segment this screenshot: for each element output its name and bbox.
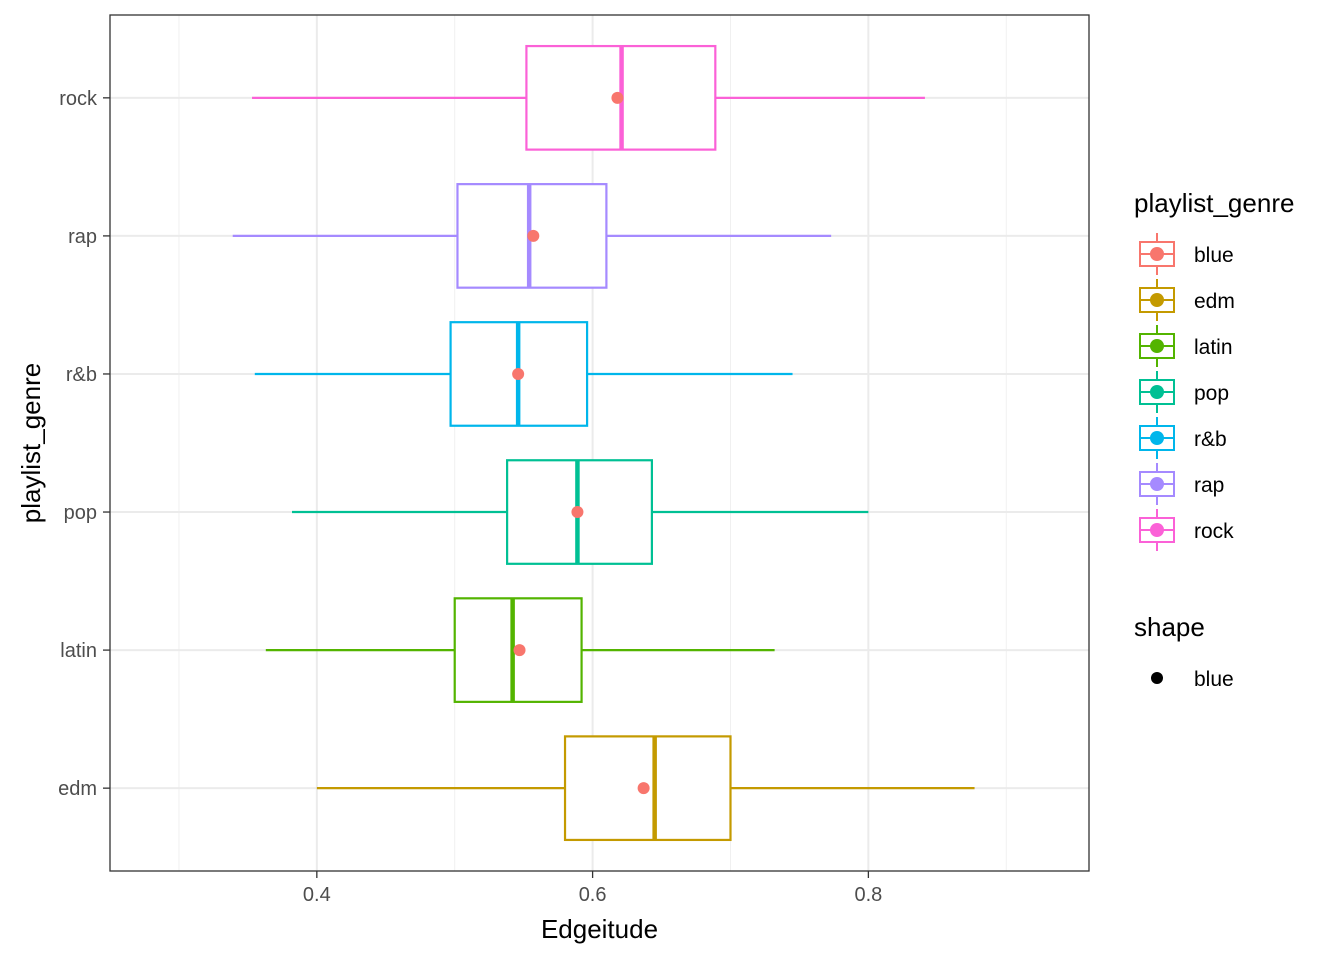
x-tick-label: 0.8	[854, 884, 882, 906]
y-tick-label: rap	[68, 226, 97, 248]
legend-title-genre: playlist_genre	[1134, 188, 1294, 218]
legend-key-blue: blue	[1139, 233, 1234, 275]
mean-point	[512, 367, 525, 380]
x-tick-label: 0.4	[303, 884, 331, 906]
mean-point	[571, 506, 584, 519]
legend-label: edm	[1194, 290, 1235, 313]
mean-point	[527, 229, 540, 242]
y-tick-label: edm	[58, 778, 97, 800]
legend-shape-blue: blue	[1151, 668, 1234, 691]
box-pop	[292, 459, 869, 565]
box-rock	[252, 44, 925, 151]
panel-border	[109, 14, 1090, 872]
legend-title-shape: shape	[1134, 612, 1205, 642]
mean-point	[611, 91, 624, 104]
x-tick-label: 0.6	[579, 884, 607, 906]
x-axis-title: Edgeitude	[541, 914, 658, 944]
legend-key-point	[1150, 339, 1164, 353]
legend-key-pop: pop	[1139, 371, 1229, 413]
legend-key-point	[1150, 523, 1164, 537]
legend-key-rock: rock	[1139, 509, 1234, 551]
legend-label: blue	[1194, 244, 1234, 267]
box-rap	[232, 183, 832, 289]
box-r-b	[254, 321, 793, 427]
legend-key-point	[1150, 247, 1164, 261]
legend-key-latin: latin	[1139, 325, 1233, 367]
legend-key-rap: rap	[1139, 463, 1224, 505]
y-tick-label: r&b	[66, 364, 97, 386]
box-edm	[316, 735, 975, 842]
legend-key-point	[1150, 293, 1164, 307]
legend-key-r-b: r&b	[1139, 417, 1227, 459]
box-series	[232, 44, 975, 842]
legend-key-point	[1150, 477, 1164, 491]
box-latin	[265, 597, 775, 703]
legend-key-edm: edm	[1139, 279, 1235, 321]
legend-shape-point	[1151, 672, 1163, 684]
legend-label: pop	[1194, 382, 1229, 405]
y-tick-label: pop	[64, 502, 97, 524]
legend-label: latin	[1194, 336, 1233, 359]
y-tick-label: latin	[60, 640, 97, 662]
legend-label: rap	[1194, 474, 1224, 497]
legend-label: rock	[1194, 520, 1234, 543]
y-axis-title: playlist_genre	[16, 363, 46, 523]
mean-point	[637, 782, 650, 795]
legend-key-point	[1150, 385, 1164, 399]
legend-key-point	[1150, 431, 1164, 445]
axes: 0.4 0.6 0.8 edm latin pop r&b rap rock	[58, 88, 882, 906]
mean-point	[513, 644, 526, 657]
legend-label: r&b	[1194, 428, 1227, 451]
y-tick-label: rock	[59, 88, 98, 110]
legend-label: blue	[1194, 668, 1234, 691]
